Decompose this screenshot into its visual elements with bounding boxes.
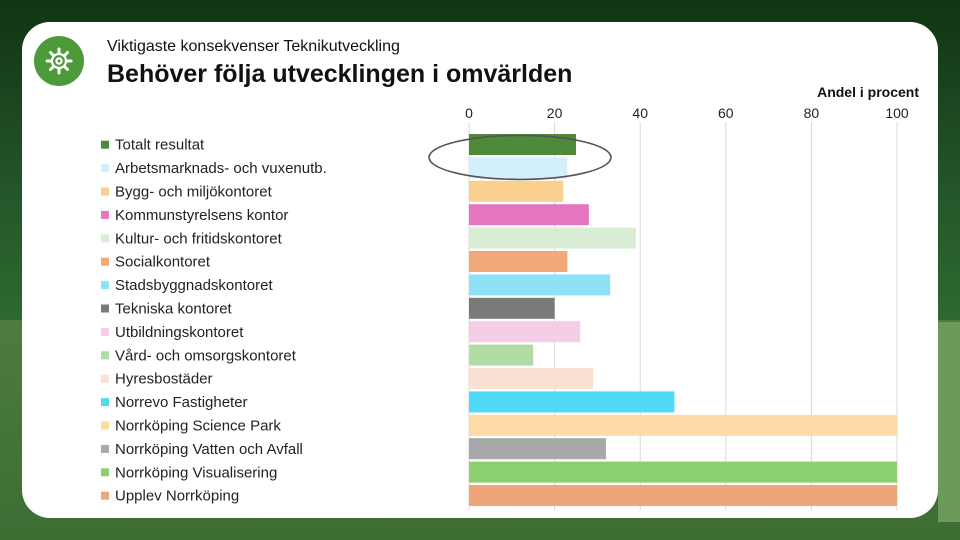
legend-swatch bbox=[101, 210, 109, 219]
legend-swatch bbox=[101, 140, 109, 149]
legend-swatch bbox=[101, 398, 109, 407]
legend-swatch bbox=[101, 281, 109, 290]
bar bbox=[469, 438, 606, 460]
legend-swatch bbox=[101, 444, 109, 453]
legend-swatch bbox=[101, 468, 109, 477]
legend-label: Kommunstyrelsens kontor bbox=[115, 207, 288, 224]
legend-label: Socialkontoret bbox=[115, 254, 211, 271]
legend-swatch bbox=[101, 491, 109, 500]
legend: Totalt resultat Arbetsmarknads- och vuxen… bbox=[101, 137, 327, 505]
legend-label: Bygg- och miljökontoret bbox=[115, 184, 273, 201]
legend-label: Arbetsmarknads- och vuxenutb. bbox=[115, 160, 327, 177]
bar bbox=[469, 414, 897, 436]
legend-label: Hyresbostäder bbox=[115, 371, 213, 388]
bar bbox=[469, 227, 636, 249]
legend-label: Norrköping Vatten och Avfall bbox=[115, 441, 303, 458]
legend-swatch bbox=[101, 234, 109, 243]
bar bbox=[469, 391, 675, 413]
x-tick-label: 20 bbox=[547, 105, 563, 121]
gear-icon-graphic bbox=[45, 47, 73, 75]
bar bbox=[469, 297, 555, 319]
highlight-ellipse bbox=[428, 134, 612, 181]
legend-label: Kultur- och fritidskontoret bbox=[115, 230, 283, 247]
legend-swatch bbox=[101, 421, 109, 430]
bar bbox=[469, 251, 568, 272]
gear-icon bbox=[34, 36, 84, 86]
legend-label: Upplev Norrköping bbox=[115, 488, 239, 505]
x-tick-label: 40 bbox=[632, 105, 648, 121]
bar bbox=[469, 321, 581, 343]
slide-subtitle: Viktigaste konsekvenser Teknikutveckling bbox=[107, 38, 400, 55]
x-tick-label: 100 bbox=[885, 105, 909, 121]
bar bbox=[469, 134, 576, 155]
x-axis-ticks: 0 20 40 60 80 100 bbox=[465, 105, 909, 121]
legend-swatch bbox=[101, 374, 109, 383]
x-axis-label: Andel i procent bbox=[817, 84, 919, 100]
legend-label: Totalt resultat bbox=[115, 137, 205, 154]
legend-swatch bbox=[101, 164, 109, 173]
bar bbox=[469, 461, 897, 483]
legend-swatch bbox=[101, 327, 109, 336]
background-edge bbox=[938, 322, 960, 522]
x-tick-label: 60 bbox=[718, 105, 734, 121]
legend-swatch bbox=[101, 257, 109, 266]
bar bbox=[469, 157, 568, 179]
bars bbox=[469, 134, 897, 506]
bar bbox=[469, 485, 897, 506]
bar bbox=[469, 274, 611, 296]
legend-swatch bbox=[101, 351, 109, 360]
legend-label: Norrköping Science Park bbox=[115, 418, 281, 435]
bar bbox=[469, 180, 564, 202]
legend-label: Vård- och omsorgskontoret bbox=[115, 347, 297, 364]
slide-title: Behöver följa utvecklingen i omvärlden bbox=[107, 60, 573, 88]
bar bbox=[469, 368, 594, 389]
legend-label: Utbildningskontoret bbox=[115, 324, 244, 341]
bar bbox=[469, 344, 534, 366]
bar bbox=[469, 204, 589, 226]
legend-label: Norrköping Visualisering bbox=[115, 464, 277, 481]
legend-label: Tekniska kontoret bbox=[115, 301, 233, 318]
legend-label: Norrevo Fastigheter bbox=[115, 394, 248, 411]
x-tick-label: 80 bbox=[804, 105, 820, 121]
legend-swatch bbox=[101, 304, 109, 313]
legend-label: Stadsbyggnadskontoret bbox=[115, 277, 273, 294]
x-tick-label: 0 bbox=[465, 105, 473, 121]
legend-swatch bbox=[101, 187, 109, 196]
